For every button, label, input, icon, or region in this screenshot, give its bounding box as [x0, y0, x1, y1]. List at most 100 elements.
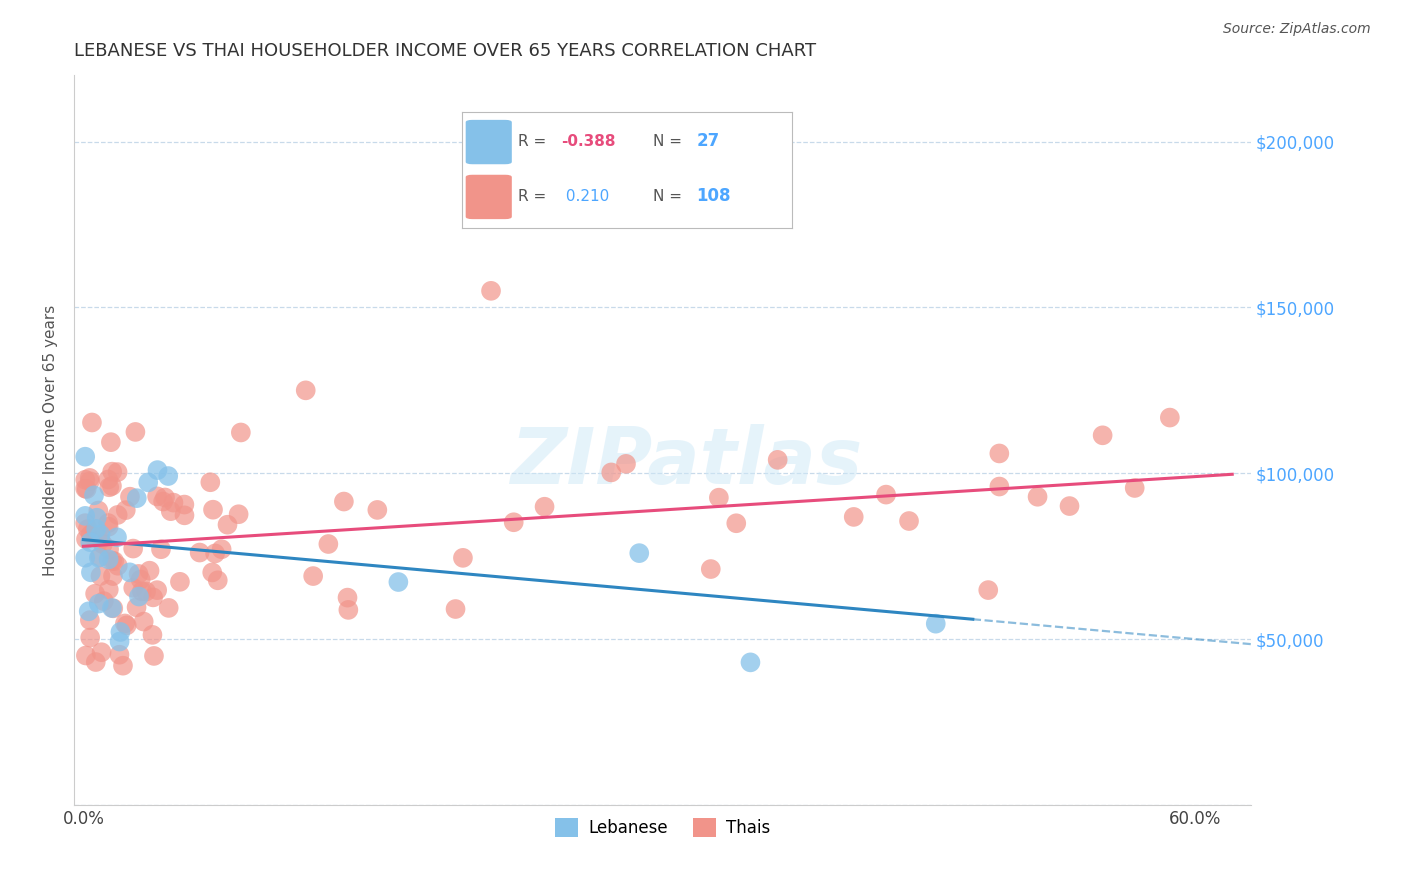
Point: [79, 631, 101, 645]
Point: [153, 491, 176, 505]
Point: [75, 550, 97, 565]
Point: [80, 566, 103, 580]
Point: [173, 498, 195, 512]
Point: [188, 545, 211, 559]
Point: [925, 616, 948, 631]
Point: [138, 564, 160, 578]
Point: [128, 590, 150, 604]
Point: [1059, 499, 1081, 513]
Point: [80, 527, 103, 541]
Point: [988, 446, 1011, 460]
Point: [136, 475, 159, 490]
Point: [318, 537, 340, 551]
Point: [444, 602, 467, 616]
Text: LEBANESE VS THAI HOUSEHOLDER INCOME OVER 65 YEARS CORRELATION CHART: LEBANESE VS THAI HOUSEHOLDER INCOME OVER…: [75, 42, 817, 60]
Point: [141, 628, 163, 642]
Point: [107, 558, 129, 573]
Point: [107, 465, 129, 479]
Point: [451, 550, 474, 565]
Point: [200, 475, 222, 490]
Point: [118, 566, 141, 580]
Point: [700, 562, 723, 576]
Point: [1026, 490, 1049, 504]
Point: [107, 508, 129, 522]
Point: [111, 658, 134, 673]
Point: [146, 489, 169, 503]
Point: [89, 569, 111, 583]
Point: [114, 503, 136, 517]
Point: [80, 416, 103, 430]
Point: [135, 584, 157, 599]
Point: [90, 645, 112, 659]
Point: [87, 503, 110, 517]
Point: [75, 532, 97, 546]
Point: [143, 648, 166, 663]
Point: [101, 554, 124, 568]
Point: [740, 656, 762, 670]
Point: [101, 465, 124, 479]
Point: [108, 634, 131, 648]
Point: [75, 450, 97, 464]
Point: [146, 583, 169, 598]
Point: [118, 490, 141, 504]
Point: [76, 522, 98, 536]
Point: [157, 469, 180, 483]
Point: [97, 473, 120, 487]
Point: [875, 487, 897, 501]
Point: [101, 601, 124, 615]
Point: [110, 624, 132, 639]
Point: [628, 546, 651, 560]
Point: [122, 541, 145, 556]
Point: [87, 597, 110, 611]
Point: [84, 522, 107, 536]
Point: [202, 502, 225, 516]
Point: [91, 537, 114, 551]
Point: [84, 522, 107, 536]
Point: [79, 474, 101, 488]
Point: [150, 542, 173, 557]
Point: [157, 601, 180, 615]
Point: [479, 284, 502, 298]
Point: [125, 491, 148, 505]
Point: [124, 425, 146, 439]
Point: [159, 504, 181, 518]
Point: [89, 549, 111, 564]
Point: [79, 471, 101, 485]
Point: [207, 574, 229, 588]
Point: [1159, 410, 1181, 425]
Y-axis label: Householder Income Over 65 years: Householder Income Over 65 years: [44, 304, 58, 575]
Point: [533, 500, 555, 514]
Point: [101, 569, 124, 583]
Point: [766, 453, 789, 467]
Point: [84, 587, 107, 601]
Point: [725, 516, 748, 531]
Point: [97, 516, 120, 530]
Point: [97, 552, 120, 566]
Point: [366, 503, 388, 517]
Point: [114, 616, 136, 631]
Point: [228, 508, 250, 522]
Point: [75, 508, 97, 523]
Point: [86, 510, 108, 524]
Point: [75, 516, 97, 530]
Point: [169, 574, 191, 589]
Point: [600, 466, 623, 480]
Point: [108, 648, 131, 662]
Text: Source: ZipAtlas.com: Source: ZipAtlas.com: [1223, 22, 1371, 37]
Point: [97, 582, 120, 597]
Point: [84, 655, 107, 669]
Point: [115, 618, 138, 632]
Point: [217, 517, 239, 532]
Point: [132, 615, 155, 629]
Point: [294, 384, 316, 398]
Point: [75, 482, 97, 496]
Point: [898, 514, 921, 528]
Point: [87, 550, 110, 565]
Point: [100, 435, 122, 450]
Point: [83, 488, 105, 502]
Point: [302, 569, 325, 583]
Point: [614, 457, 637, 471]
Point: [79, 613, 101, 627]
Point: [387, 574, 409, 589]
Point: [131, 584, 153, 599]
